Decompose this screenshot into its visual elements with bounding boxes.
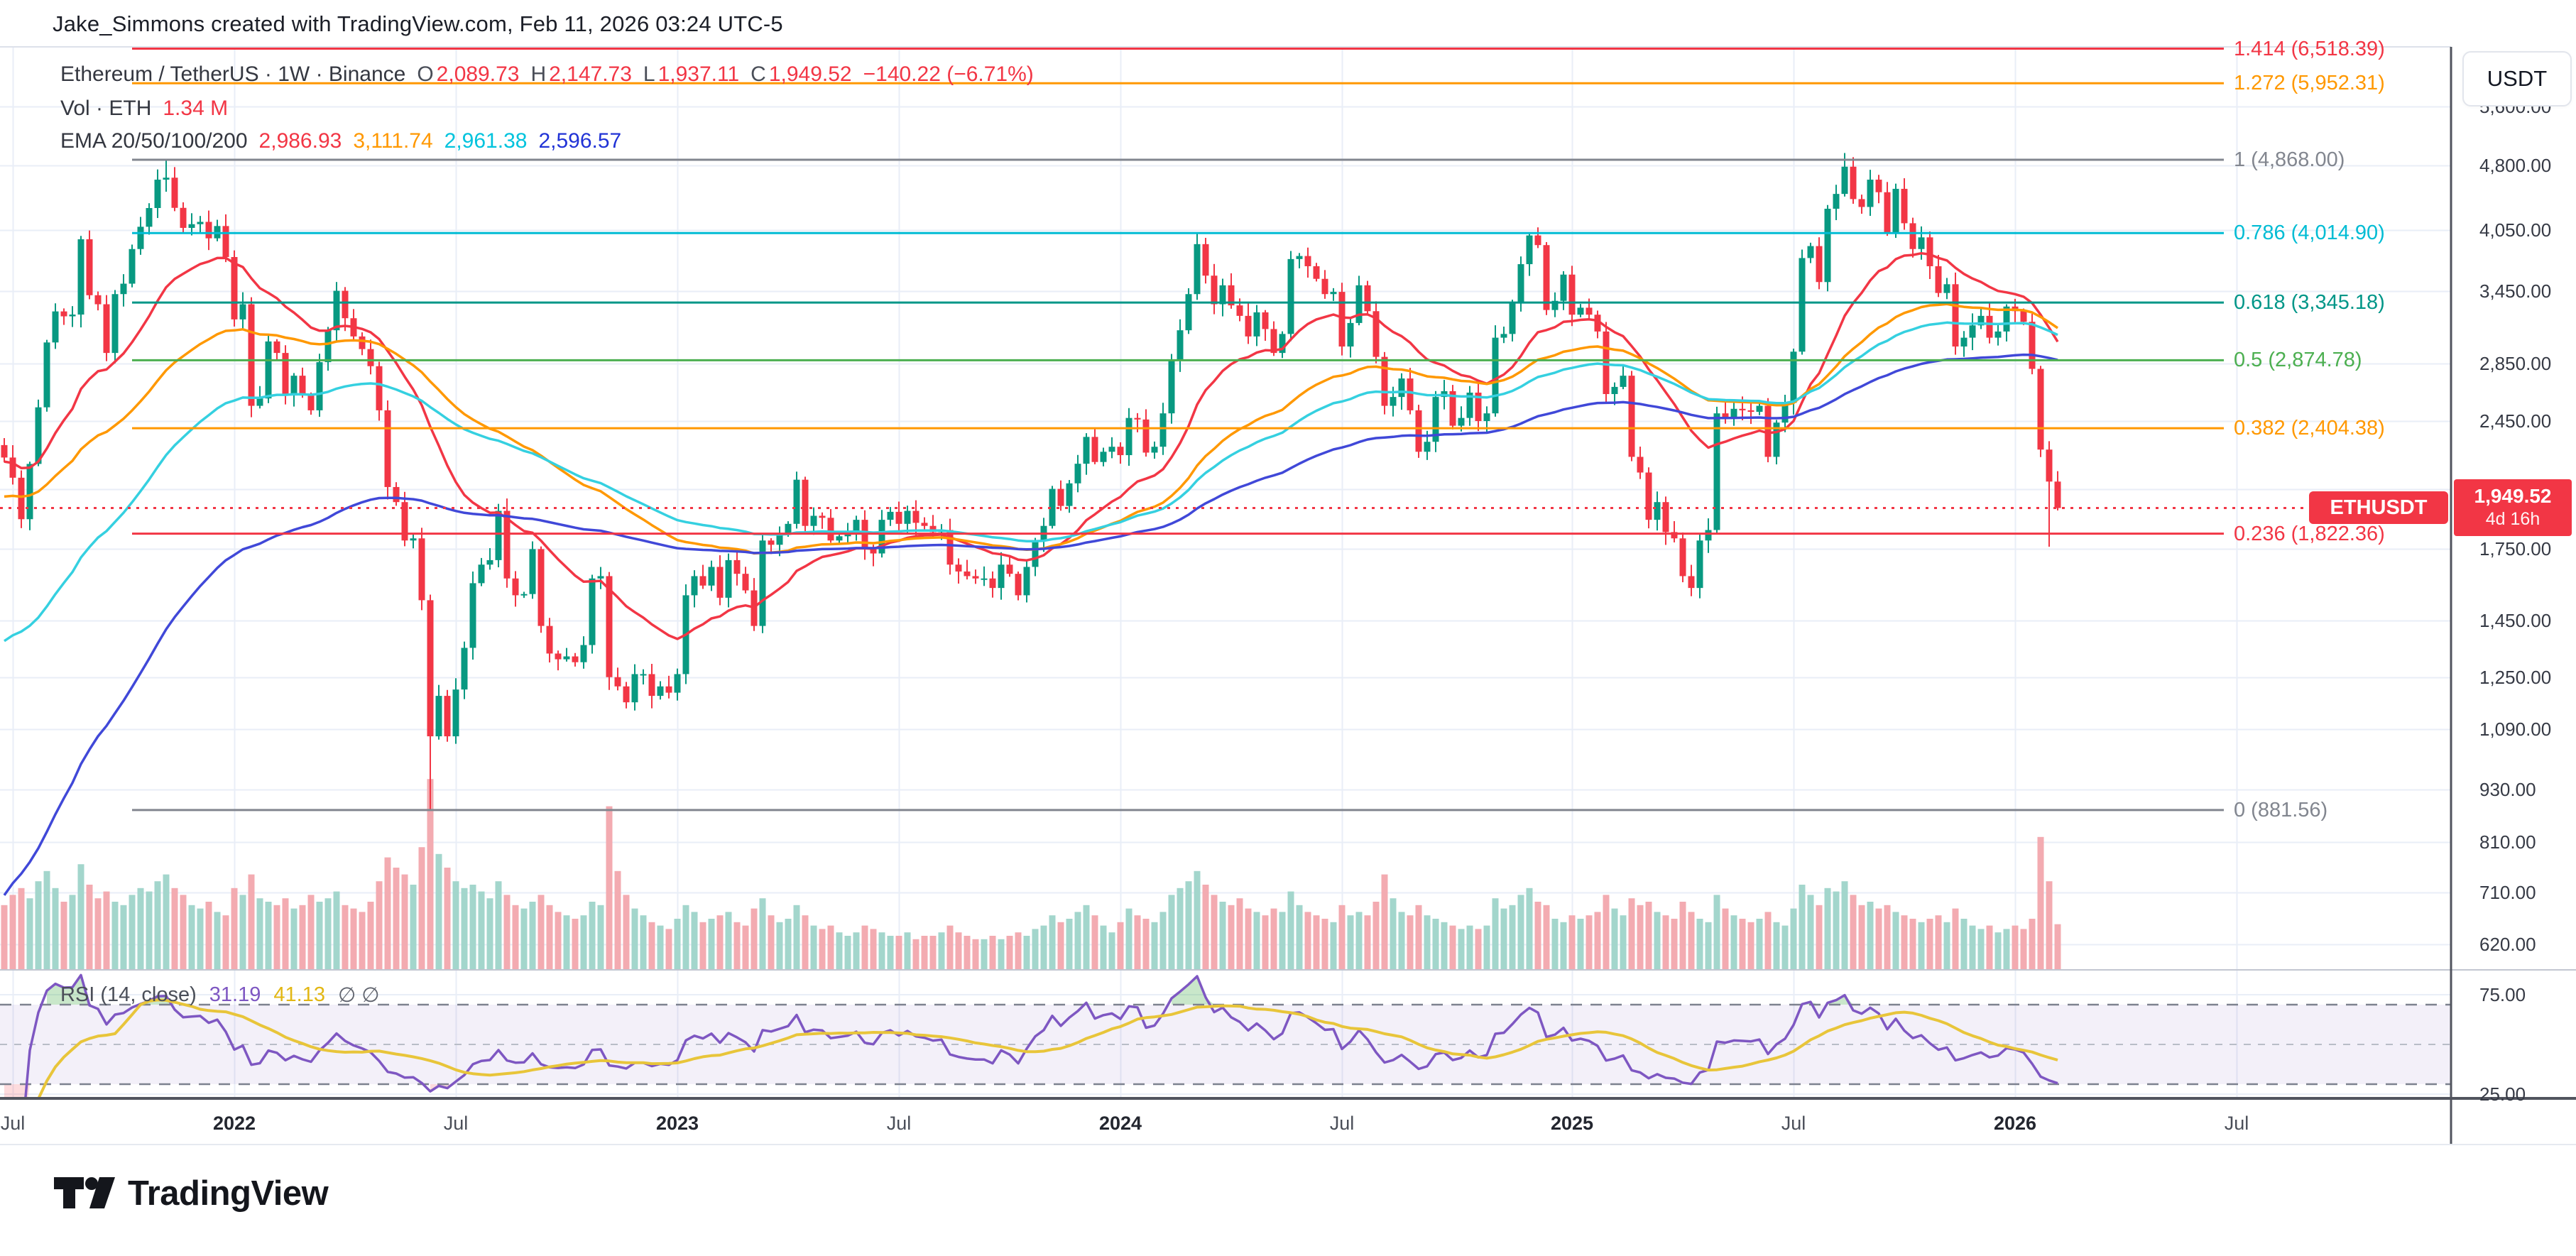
rsi-line [24, 973, 2058, 1098]
volume-layer [1, 779, 2061, 970]
currency-toggle-button[interactable]: USDT [2462, 51, 2572, 107]
ema100-value: 2,961.38 [444, 129, 528, 153]
time-axis-month-label: Jul [1781, 1113, 1806, 1134]
fib-retracement-lines [132, 48, 2224, 812]
price-axis-label: 2,850.00 [2479, 352, 2552, 374]
rsi-axis-label: 25.00 [2479, 1083, 2526, 1105]
time-axis-month-label: Jul [443, 1113, 469, 1134]
symbol-title: Ethereum / TetherUS · 1W · Binance [60, 62, 406, 86]
fib-level-label: 0.236 (1,822.36) [2234, 522, 2385, 545]
time-axis-month-label: Jul [0, 1113, 26, 1134]
attribution-header: Jake_Simmons created with TradingView.co… [53, 11, 783, 36]
fib-level-label: 1.272 (5,952.31) [2234, 72, 2385, 95]
symbol-legend-row[interactable]: Ethereum / TetherUS · 1W · Binance O 2,08… [60, 62, 1034, 87]
candles-layer [1, 153, 2061, 810]
price-axis-label: 4,800.00 [2479, 154, 2552, 176]
time-axis-month-label: Jul [886, 1113, 912, 1134]
ema20-value: 2,986.93 [258, 129, 342, 153]
rsi-ma-value: 41.13 [273, 983, 325, 1006]
price-axis-label: 620.00 [2479, 933, 2536, 955]
last-price-axis-badge: 1,949.52 4d 16h [2454, 479, 2572, 537]
price-axis-label: 1,250.00 [2479, 666, 2552, 688]
tradingview-logo[interactable]: TradingView [53, 1170, 329, 1217]
low-value: L 1,937.11 [643, 62, 740, 86]
time-axis-month-label: Jul [2224, 1113, 2249, 1134]
rsi-ma-line [37, 998, 2058, 1098]
time-axis-year-label: 2022 [212, 1113, 256, 1134]
time-axis-year-label: 2025 [1550, 1113, 1594, 1134]
price-axis-label: 4,050.00 [2479, 219, 2552, 241]
time-axis-year-label: 2026 [1993, 1113, 2037, 1134]
fib-level-label: 0.5 (2,874.78) [2234, 349, 2362, 372]
close-value: C 1,949.52 [751, 62, 852, 86]
volume-label: Vol · ETH [60, 97, 152, 120]
fib-level-label: 1.414 (6,518.39) [2234, 37, 2385, 60]
fib-level-label: 0.382 (2,404.38) [2234, 417, 2385, 440]
fib-level-label: 0 (881.56) [2234, 798, 2328, 821]
high-value: H 2,147.73 [530, 62, 632, 86]
time-axis-year-label: 2024 [1098, 1113, 1142, 1134]
price-axis-label: 3,450.00 [2479, 280, 2552, 302]
price-axis-label: 810.00 [2479, 831, 2536, 853]
volume-legend-row[interactable]: Vol · ETH 1.34 M [60, 97, 228, 121]
price-axis-label: 710.00 [2479, 881, 2536, 903]
tradingview-logo-icon [54, 1177, 115, 1208]
fib-level-label: 1 (4,868.00) [2234, 148, 2345, 171]
price-axis-label: 930.00 [2479, 779, 2536, 801]
price-line-symbol-tag: ETHUSDT [2309, 491, 2448, 525]
candle-countdown: 4d 16h [2485, 509, 2540, 530]
ema50-value: 3,111.74 [353, 129, 433, 153]
ema-lines-layer [3, 251, 2059, 896]
rsi-pane [0, 973, 2451, 1098]
price-axis-label: 1,750.00 [2479, 538, 2552, 560]
open-value: O 2,089.73 [417, 62, 520, 86]
rsi-value: 31.19 [209, 983, 261, 1006]
rsi-label: RSI (14, close) [60, 983, 197, 1006]
ema200-value: 2,596.57 [538, 129, 622, 153]
price-axis-label: 2,450.00 [2479, 410, 2552, 432]
fib-level-label: 0.618 (3,345.18) [2234, 291, 2385, 315]
price-axis-label: 1,450.00 [2479, 610, 2552, 632]
change-value: −140.22 (−6.71%) [863, 62, 1034, 86]
time-axis-month-label: Jul [1329, 1113, 1355, 1134]
rsi-empty-values: ∅ ∅ [337, 984, 380, 1007]
tradingview-logo-text: TradingView [128, 1174, 329, 1213]
ema-label: EMA 20/50/100/200 [60, 129, 248, 153]
time-axis-year-label: 2023 [655, 1113, 699, 1134]
ema-legend-row[interactable]: EMA 20/50/100/200 2,986.93 3,111.74 2,96… [60, 129, 621, 153]
rsi-axis-label: 75.00 [2479, 984, 2526, 1005]
fib-level-label: 0.786 (4,014.90) [2234, 222, 2385, 245]
volume-value: 1.34 M [163, 97, 229, 120]
price-axis-label: 1,090.00 [2479, 719, 2552, 741]
rsi-legend-row[interactable]: RSI (14, close) 31.19 41.13 ∅ ∅ [60, 983, 380, 1007]
